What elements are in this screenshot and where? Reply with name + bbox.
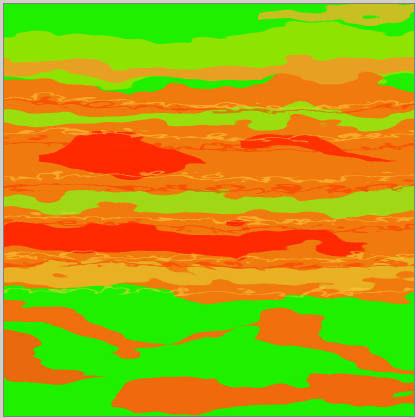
- screenshot: [0, 0, 416, 418]
- page: [0, 0, 416, 418]
- image-area: [0, 4, 416, 416]
